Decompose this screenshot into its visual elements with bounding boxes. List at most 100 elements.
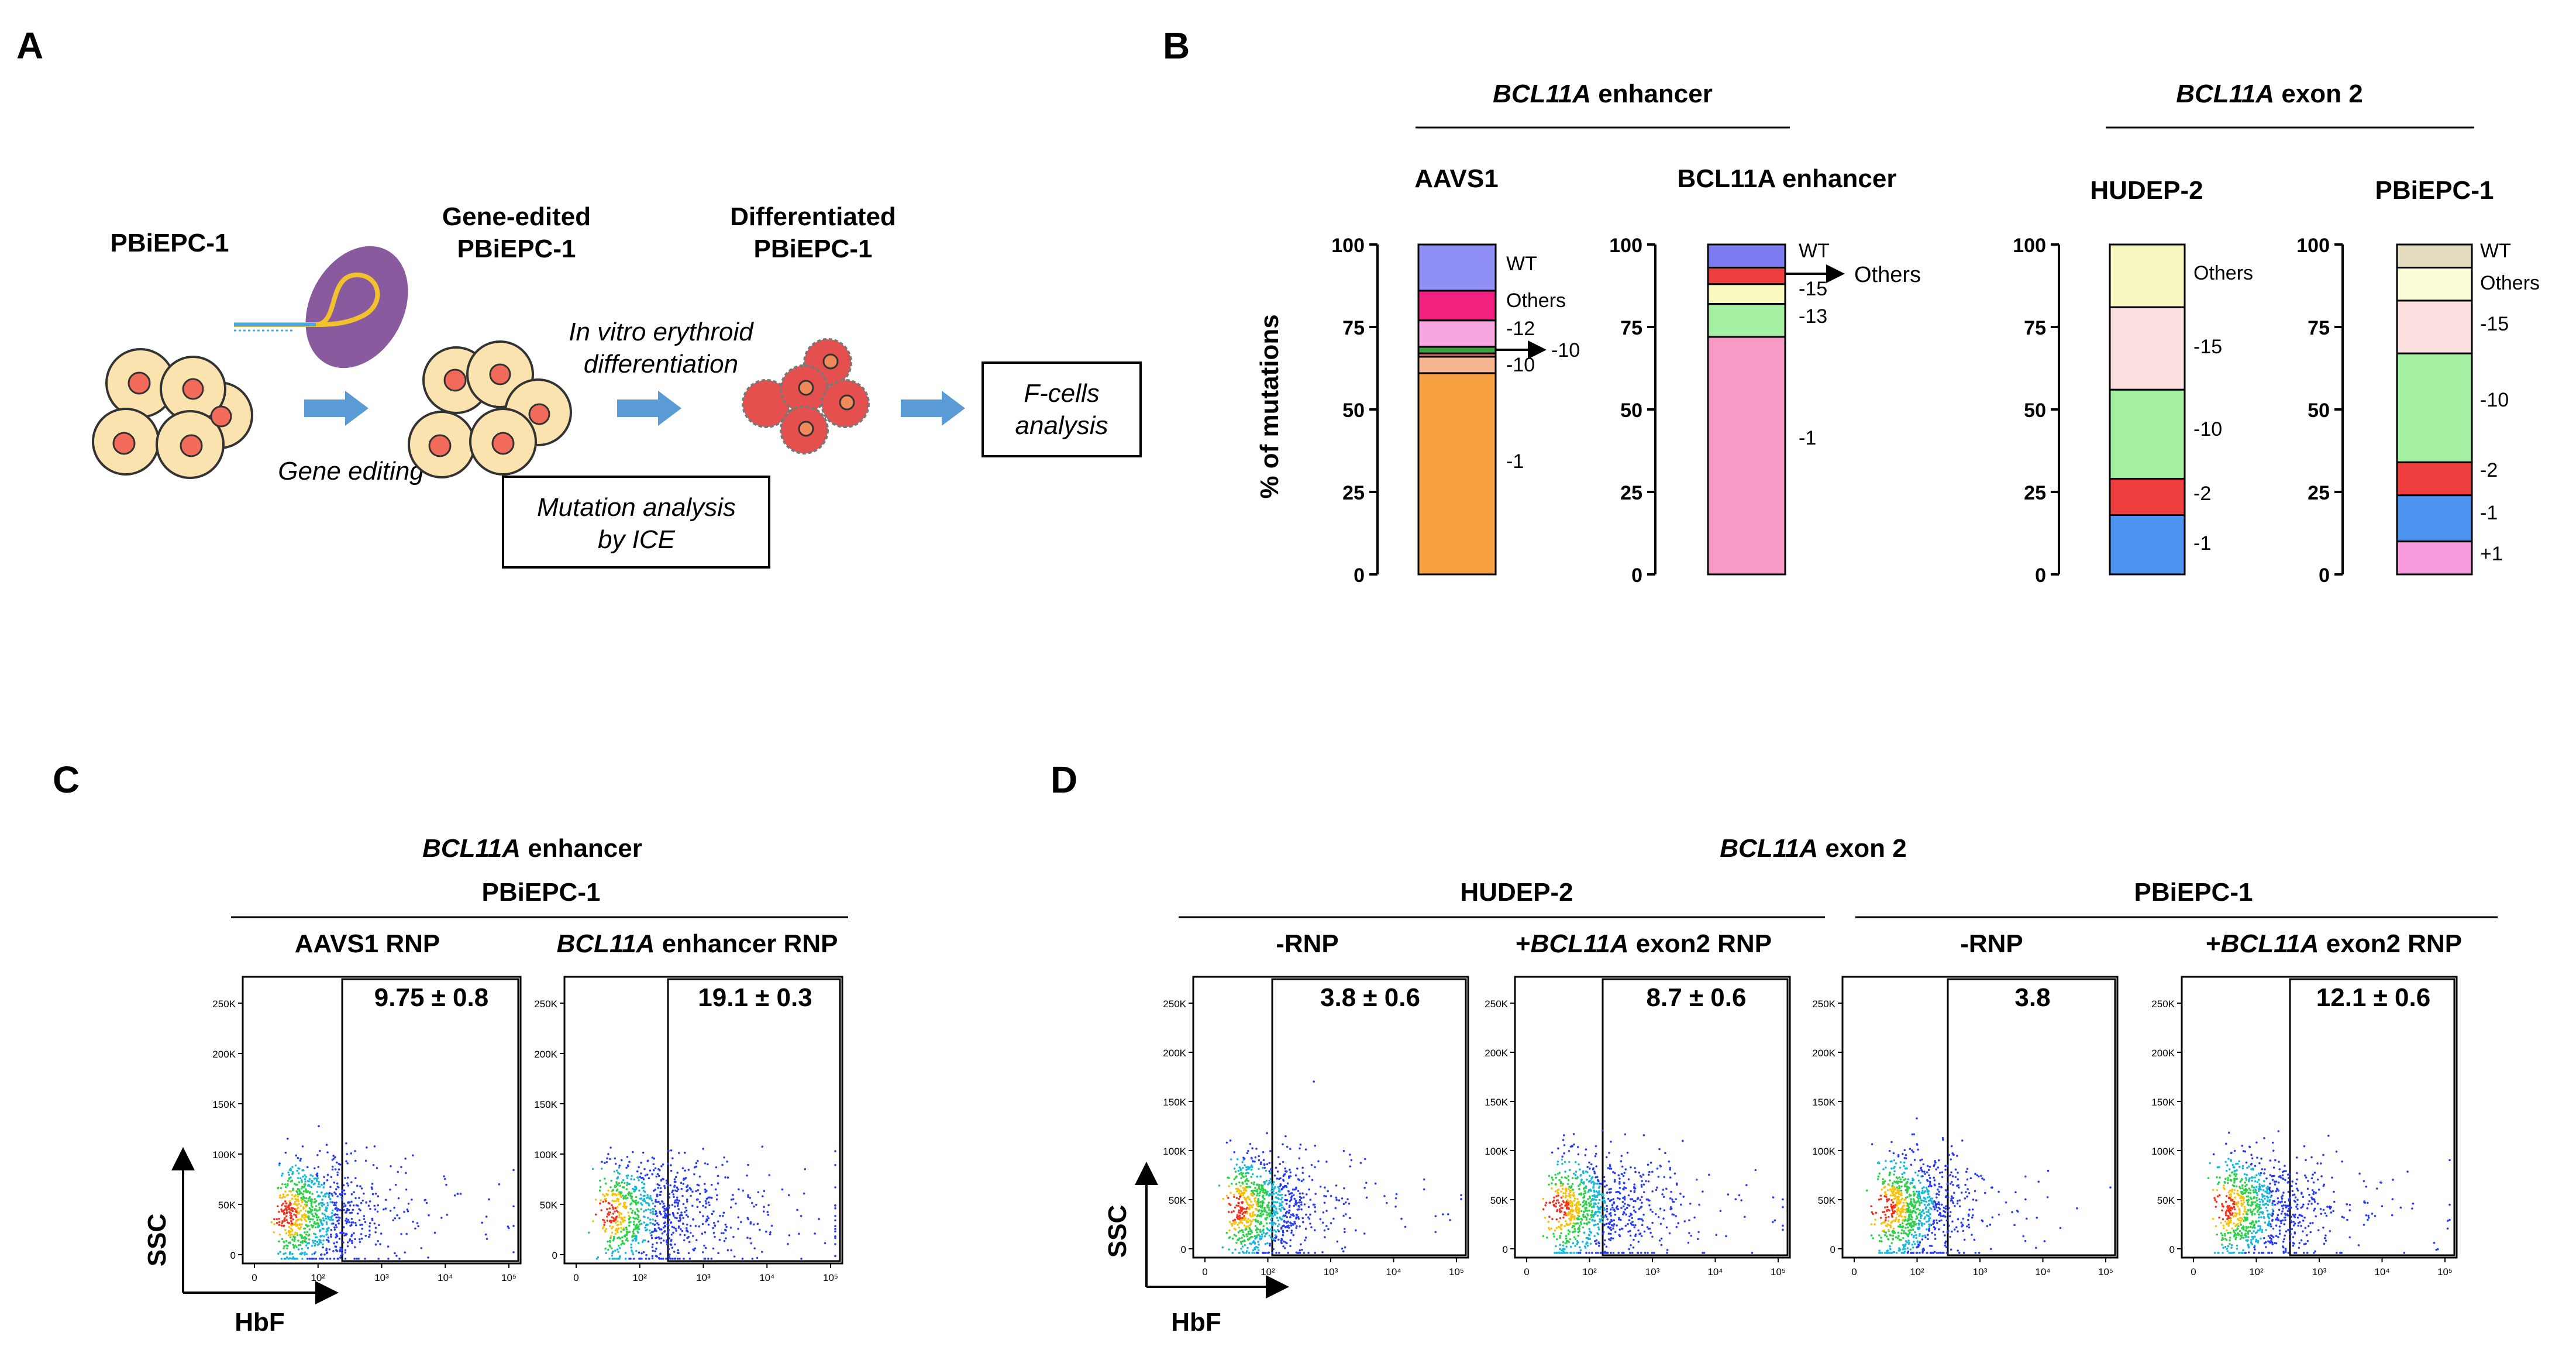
flow-event-dot — [635, 1227, 638, 1230]
flow-event-dot — [1237, 1211, 1240, 1214]
flow-event-dot — [1687, 1241, 1690, 1244]
flow-event-dot — [1933, 1163, 1936, 1166]
flow-event-dot — [1966, 1225, 1968, 1228]
panel-label-a: A — [16, 25, 43, 67]
flow-event-dot — [311, 1245, 314, 1247]
flow-event-dot — [1636, 1252, 1639, 1254]
flow-event-dot — [655, 1237, 657, 1239]
flow-event-dot — [1319, 1185, 1322, 1188]
flow-event-dot — [347, 1184, 350, 1187]
flow-event-dot — [1562, 1250, 1565, 1252]
flow-event-dot — [1259, 1231, 1262, 1233]
flow-event-dot — [834, 1237, 836, 1239]
flow-event-dot — [1252, 1183, 1255, 1186]
flow-event-dot — [1242, 1156, 1245, 1159]
flow-event-dot — [1564, 1212, 1567, 1214]
flow-event-dot — [1882, 1178, 1884, 1180]
flow-event-dot — [1600, 1214, 1603, 1217]
flow-event-dot — [1579, 1221, 1582, 1224]
segment-label: -13 — [1799, 305, 1827, 328]
flow-event-dot — [834, 1186, 836, 1189]
flow-event-dot — [1225, 1141, 1228, 1144]
flow-event-dot — [1889, 1171, 1891, 1174]
flow-event-dot — [623, 1242, 626, 1245]
flow-event-dot — [2302, 1196, 2305, 1199]
flow-event-dot — [662, 1163, 664, 1166]
flow-event-dot — [1552, 1203, 1555, 1206]
flow-event-dot — [643, 1200, 646, 1203]
flow-event-dot — [405, 1232, 408, 1235]
flow-event-dot — [1689, 1203, 1692, 1205]
flow-event-dot — [1900, 1199, 1903, 1201]
flow-event-dot — [285, 1215, 288, 1218]
flow-event-dot — [1251, 1206, 1253, 1208]
flow-event-dot — [612, 1207, 615, 1210]
flow-y-tick-label: 150K — [2151, 1097, 2175, 1108]
flow-event-dot — [635, 1203, 638, 1206]
flow-event-dot — [698, 1225, 701, 1228]
flow-event-dot — [667, 1207, 670, 1209]
flow-event-dot — [1265, 1193, 1268, 1196]
flow-event-dot — [334, 1156, 336, 1159]
flow-event-dot — [1294, 1174, 1297, 1177]
flow-event-dot — [1295, 1213, 1298, 1216]
flow-event-dot — [1585, 1252, 1587, 1254]
flow-event-dot — [1554, 1252, 1556, 1254]
flow-event-dot — [1578, 1227, 1580, 1230]
flow-event-dot — [1265, 1218, 1267, 1221]
flow-event-dot — [610, 1179, 612, 1182]
flow-event-dot — [834, 1243, 836, 1245]
flow-event-dot — [1633, 1186, 1635, 1189]
col-plus-rnp-pbiepc1: +BCL11A exon2 RNP — [2206, 929, 2462, 958]
flow-event-dot — [602, 1219, 605, 1222]
flow-event-dot — [763, 1206, 765, 1208]
flow-event-dot — [1280, 1242, 1283, 1245]
flow-event-dot — [1251, 1147, 1253, 1149]
flow-event-dot — [1562, 1192, 1565, 1194]
flow-event-dot — [364, 1258, 366, 1260]
flow-event-dot — [611, 1204, 613, 1207]
flow-event-dot — [1900, 1189, 1902, 1192]
flow-event-dot — [638, 1179, 640, 1182]
flow-event-dot — [712, 1247, 715, 1250]
flow-event-dot — [655, 1200, 657, 1203]
flow-event-dot — [283, 1245, 285, 1248]
flow-event-dot — [1225, 1194, 1228, 1197]
flow-event-dot — [1966, 1168, 1969, 1170]
flow-event-dot — [328, 1194, 330, 1197]
flow-event-dot — [1934, 1227, 1937, 1230]
flow-event-dot — [2253, 1208, 2255, 1211]
flow-event-dot — [1622, 1205, 1625, 1208]
flow-event-dot — [1400, 1217, 1403, 1220]
flow-event-dot — [760, 1251, 763, 1253]
flow-event-dot — [1286, 1199, 1289, 1201]
flow-event-dot — [1957, 1249, 1959, 1252]
flow-event-dot — [309, 1218, 312, 1221]
flow-event-dot — [2218, 1194, 2221, 1197]
flow-event-dot — [1905, 1232, 1908, 1235]
flow-event-dot — [302, 1169, 305, 1172]
flow-event-dot — [1262, 1196, 1264, 1199]
flow-event-dot — [1927, 1193, 1930, 1196]
flow-event-dot — [359, 1241, 361, 1244]
flow-event-dot — [1286, 1170, 1288, 1173]
flow-event-dot — [1941, 1176, 1944, 1178]
flow-event-dot — [323, 1253, 326, 1256]
flow-event-dot — [747, 1196, 749, 1199]
flow-event-dot — [1912, 1225, 1915, 1228]
flow-event-dot — [324, 1215, 327, 1218]
flow-event-dot — [1599, 1211, 1601, 1214]
flow-event-dot — [834, 1235, 836, 1238]
flow-event-dot — [1566, 1199, 1569, 1201]
flow-event-dot — [1285, 1203, 1288, 1205]
flow-event-dot — [1624, 1224, 1627, 1227]
flow-event-dot — [1251, 1194, 1253, 1197]
flow-event-dot — [1258, 1184, 1261, 1186]
flow-event-dot — [1745, 1184, 1748, 1186]
flow-event-dot — [1255, 1218, 1257, 1221]
flow-event-dot — [1610, 1232, 1612, 1235]
flow-event-dot — [602, 1193, 604, 1196]
flow-event-dot — [1589, 1200, 1592, 1203]
flow-event-dot — [1269, 1215, 1271, 1218]
flow-event-dot — [1576, 1242, 1578, 1245]
